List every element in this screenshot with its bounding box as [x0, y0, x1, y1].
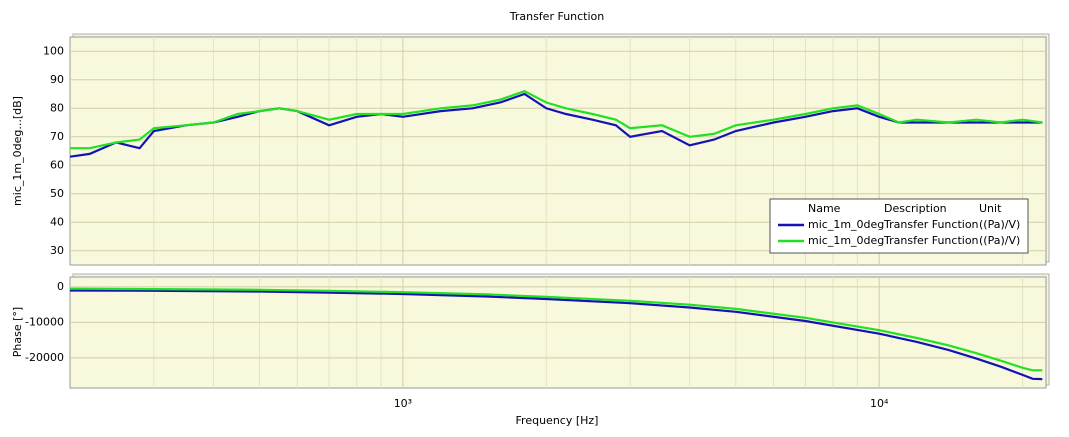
chart-title: Transfer Function	[509, 10, 605, 23]
series-line	[70, 92, 1043, 158]
y-axis-label: Phase [°]	[11, 307, 24, 357]
y-axis-label: mic_1m_0deg...[dB]	[11, 96, 24, 206]
y-tick-label: 80	[50, 101, 64, 114]
y-tick-label: 30	[50, 244, 64, 257]
x-tick-label: 10⁴	[870, 397, 889, 410]
y-tick-label: 0	[57, 280, 64, 293]
y-tick-label: -20000	[25, 351, 64, 364]
y-tick-label: 100	[43, 44, 64, 57]
legend-header: Name	[808, 202, 841, 215]
legend-header: Unit	[979, 202, 1002, 215]
legend-name: mic_1m_0deg	[808, 218, 884, 231]
legend-header: Description	[884, 202, 947, 215]
plot-area	[69, 276, 1047, 389]
y-tick-label: 50	[50, 187, 64, 200]
series-line	[70, 287, 1043, 372]
y-tick-label: -10000	[25, 315, 64, 328]
y-tick-label: 70	[50, 130, 64, 143]
y-tick-label: 60	[50, 158, 64, 171]
y-tick-label: 90	[50, 73, 64, 86]
legend-box	[769, 198, 1029, 254]
x-tick-label: 10³	[394, 397, 412, 410]
legend-unit: ((Pa)/V)	[979, 218, 1020, 231]
legend-description: Transfer Function	[883, 218, 979, 231]
x-axis-label: Frequency [Hz]	[516, 414, 599, 427]
legend-name: mic_1m_0deg	[808, 234, 884, 247]
series-line	[70, 90, 1043, 150]
series-line	[70, 289, 1043, 381]
legend-unit: ((Pa)/V)	[979, 234, 1020, 247]
y-tick-label: 40	[50, 215, 64, 228]
legend-description: Transfer Function	[883, 234, 979, 247]
